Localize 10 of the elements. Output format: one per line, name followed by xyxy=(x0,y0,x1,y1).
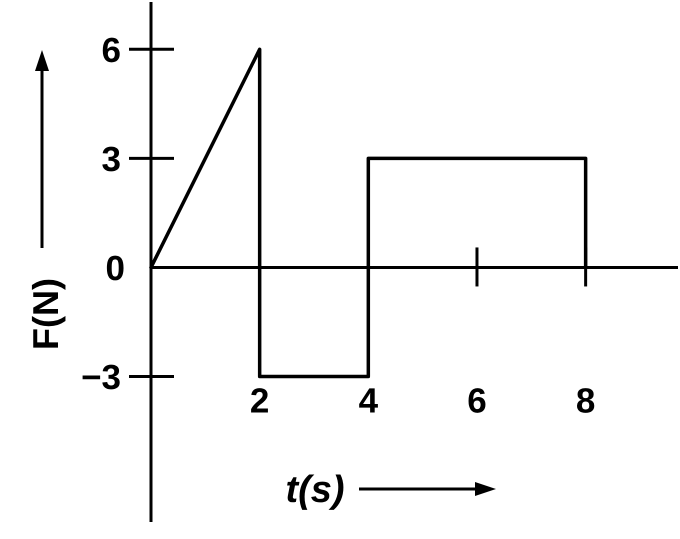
y-tick-label: 6 xyxy=(102,30,121,70)
y-tick-label: 0 xyxy=(106,249,125,288)
y-tick-label: 3 xyxy=(102,140,121,179)
x-tick-label: 4 xyxy=(358,382,379,421)
y-tick-label: −3 xyxy=(81,358,121,398)
x-axis-title: t(s) xyxy=(285,469,345,511)
x-tick-label: 2 xyxy=(250,382,270,421)
x-tick-label: 6 xyxy=(467,382,487,421)
x-tick-label: 8 xyxy=(576,382,596,421)
y-axis-title: F(N) xyxy=(25,278,66,350)
